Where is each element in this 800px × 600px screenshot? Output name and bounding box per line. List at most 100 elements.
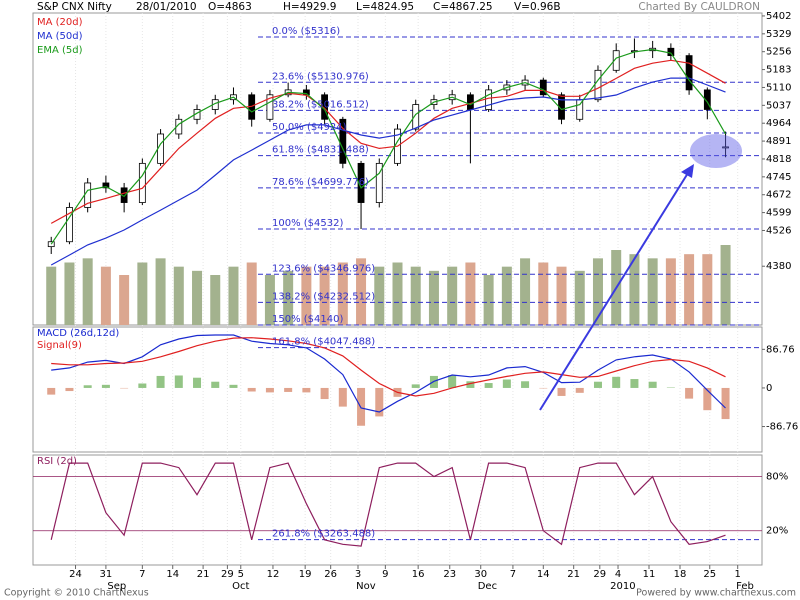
- chart-title: S&P CNX Nifty: [37, 1, 112, 13]
- macd-legend-entry: MACD (26d,12d): [37, 328, 119, 339]
- quote-label: C=4867.25: [433, 1, 493, 13]
- x-tick-label: 23: [443, 569, 456, 580]
- y-tick-label: 4745: [766, 172, 791, 183]
- candle-body: [66, 207, 73, 243]
- fib-label: 50.0% ($4924): [272, 122, 347, 133]
- x-tick-label: 31: [100, 569, 113, 580]
- fib-label: 150% ($4140): [272, 314, 343, 325]
- volume-bar: [647, 258, 658, 325]
- macd-histogram-bar: [265, 387, 274, 393]
- volume-bar: [119, 275, 130, 325]
- volume-bar: [46, 266, 57, 325]
- legend-entry: MA (20d): [37, 17, 83, 28]
- rsi-panel: [32, 454, 763, 566]
- volume-bar: [410, 266, 421, 325]
- y-tick-label: 4380: [766, 261, 791, 272]
- candle-body: [357, 162, 365, 203]
- footer-right: Powered by www.chartnexus.com: [636, 588, 796, 599]
- x-tick-label: 25: [703, 569, 716, 580]
- x-tick-label: 16: [412, 569, 425, 580]
- volume-bar: [592, 258, 603, 325]
- macd-histogram-bar: [101, 384, 110, 388]
- quote-label: V=0.96B: [514, 1, 561, 13]
- volume-bar: [210, 275, 221, 325]
- macd-histogram-bar: [375, 387, 384, 417]
- macd-histogram-bar: [65, 387, 74, 392]
- fib-label: 38.2% ($5016.512): [272, 99, 369, 110]
- x-tick-label: 21: [567, 569, 580, 580]
- fib-label: 23.6% ($5130.976): [272, 71, 369, 82]
- volume-bar: [520, 258, 531, 325]
- candle-body: [722, 146, 729, 149]
- rsi-y-tick-label: 20%: [766, 526, 788, 537]
- x-tick-label: 29: [221, 569, 234, 580]
- rsi-y-tick-label: 80%: [766, 472, 788, 483]
- volume-bar: [428, 270, 439, 325]
- volume-bar: [192, 270, 203, 325]
- ma-line: [50, 48, 727, 245]
- macd-histogram-bar: [648, 381, 657, 388]
- macd-histogram-bar: [593, 381, 602, 388]
- macd-histogram-bar: [193, 377, 202, 388]
- x-tick-label: 12: [267, 569, 280, 580]
- volume-bar: [501, 266, 512, 325]
- volume-bar: [337, 262, 348, 325]
- x-tick-label: 7: [510, 569, 516, 580]
- candle-body: [612, 50, 620, 71]
- x-tick-label: 5: [238, 569, 244, 580]
- x-tick-label: 24: [69, 569, 82, 580]
- month-label: Dec: [478, 581, 497, 592]
- candle-body: [375, 162, 383, 203]
- volume-bar: [301, 266, 312, 325]
- volume-bar: [246, 262, 257, 325]
- volume-bar: [629, 254, 640, 325]
- volume-bar: [356, 258, 367, 325]
- fib-label: 123.6% ($4346.976): [272, 263, 375, 274]
- macd-histogram-bar: [685, 387, 694, 399]
- ma-line: [50, 59, 726, 224]
- macd-histogram-bar: [247, 387, 256, 392]
- volume-bar: [684, 254, 695, 325]
- x-tick-label: 29: [593, 569, 606, 580]
- candle-body: [685, 55, 693, 91]
- candle-body: [102, 182, 110, 189]
- fib-label: 138.2% ($4232.512): [272, 291, 375, 302]
- volume-bar: [665, 258, 676, 325]
- macd-histogram-bar: [721, 387, 730, 420]
- ma-line: [50, 77, 726, 266]
- macd-histogram-bar: [211, 381, 220, 388]
- macd-line: [51, 337, 726, 397]
- macd-histogram-bar: [83, 385, 92, 388]
- volume-bar: [64, 262, 75, 325]
- volume-bar: [228, 266, 239, 325]
- credit: Charted By CAULDRON: [638, 1, 760, 13]
- macd-histogram-bar: [174, 375, 183, 388]
- rsi-legend-entry: RSI (2d): [37, 456, 77, 467]
- volume-bar: [283, 270, 294, 325]
- candle-body: [485, 89, 493, 110]
- volume-bar: [720, 245, 731, 325]
- x-tick-label: 21: [197, 569, 210, 580]
- footer-left: Copyright © 2010 ChartNexus: [4, 588, 149, 599]
- macd-histogram-bar: [630, 379, 639, 388]
- macd-histogram-bar: [47, 387, 56, 395]
- macd-histogram-bar: [703, 387, 712, 411]
- annotation-highlight: [690, 134, 742, 168]
- candle-body: [266, 94, 274, 120]
- y-tick-label: 4891: [766, 136, 791, 147]
- volume-bar: [155, 258, 166, 325]
- volume-bar: [173, 266, 184, 325]
- y-tick-label: 4672: [766, 190, 791, 201]
- quote-label: H=4929.9: [283, 1, 336, 13]
- x-tick-label: 4: [615, 569, 621, 580]
- x-tick-label: 9: [382, 569, 388, 580]
- volume-bar: [574, 270, 585, 325]
- x-tick-label: 11: [643, 569, 656, 580]
- y-tick-label: 5256: [766, 47, 791, 58]
- annotation-arrowhead: [681, 164, 694, 178]
- volume-bar: [392, 262, 403, 325]
- candle-body: [539, 79, 547, 96]
- volume-bar: [465, 262, 476, 325]
- quote-date: 28/01/2010: [136, 1, 197, 13]
